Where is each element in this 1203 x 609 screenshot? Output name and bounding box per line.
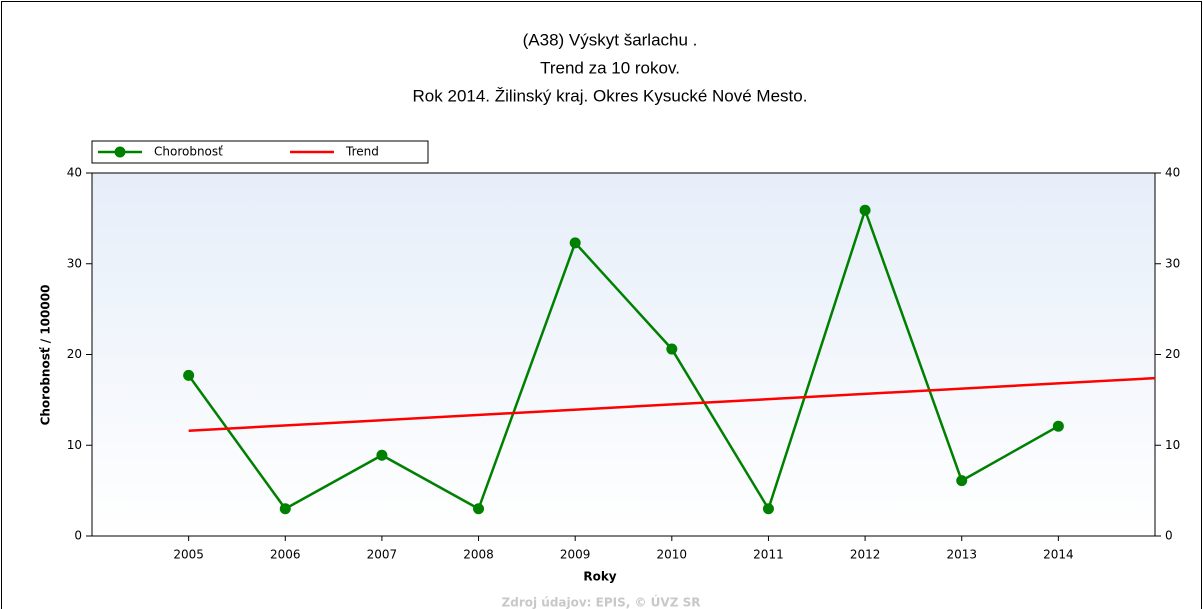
y2-tick-label: 20 — [1165, 347, 1180, 361]
legend-label: Chorobnosť — [154, 145, 223, 159]
x-tick-label: 2009 — [560, 548, 591, 562]
chart-title: (A38) Výskyt šarlachu . — [523, 30, 698, 49]
x-tick-label: 2006 — [270, 548, 301, 562]
y2-tick-label: 0 — [1165, 529, 1173, 543]
y-tick-label: 40 — [67, 166, 82, 180]
x-tick-label: 2007 — [367, 548, 398, 562]
x-tick-label: 2012 — [850, 548, 881, 562]
point — [183, 369, 195, 381]
y2-tick-label: 10 — [1165, 438, 1180, 452]
point — [1052, 420, 1064, 432]
y-tick-label: 10 — [67, 438, 82, 452]
y-tick-label: 20 — [67, 347, 82, 361]
chart-subtitle: Trend za 10 rokov. — [540, 58, 680, 77]
point — [376, 449, 388, 461]
series-line — [187, 206, 1059, 512]
legend-label: Trend — [345, 145, 379, 159]
series-line — [188, 376, 1156, 432]
x-tick-label: 2013 — [946, 548, 977, 562]
chart-subtitle: Rok 2014. Žilinský kraj. Okres Kysucké N… — [413, 86, 808, 105]
legend-marker — [114, 146, 126, 158]
x-tick-label: 2008 — [463, 548, 494, 562]
point — [859, 204, 871, 216]
x-axis-label: Roky — [583, 570, 616, 584]
point — [762, 503, 774, 515]
point — [279, 503, 291, 515]
y2-tick-label: 30 — [1165, 256, 1180, 270]
plot-area — [91, 172, 1156, 537]
x-tick-label: 2011 — [753, 548, 784, 562]
x-tick-label: 2005 — [173, 548, 204, 562]
x-tick-label: 2014 — [1043, 548, 1074, 562]
x-tick-label: 2010 — [657, 548, 688, 562]
point — [666, 343, 678, 355]
y-tick-label: 0 — [74, 529, 82, 543]
point — [473, 503, 485, 515]
y2-tick-label: 40 — [1165, 166, 1180, 180]
y-tick-label: 30 — [67, 256, 82, 270]
point — [569, 237, 581, 249]
y-axis-label: Chorobnosť / 100000 — [39, 285, 53, 426]
point — [956, 475, 968, 487]
source: Zdroj údajov: EPIS, © ÚVZ SR — [502, 595, 701, 609]
legend — [91, 140, 429, 164]
